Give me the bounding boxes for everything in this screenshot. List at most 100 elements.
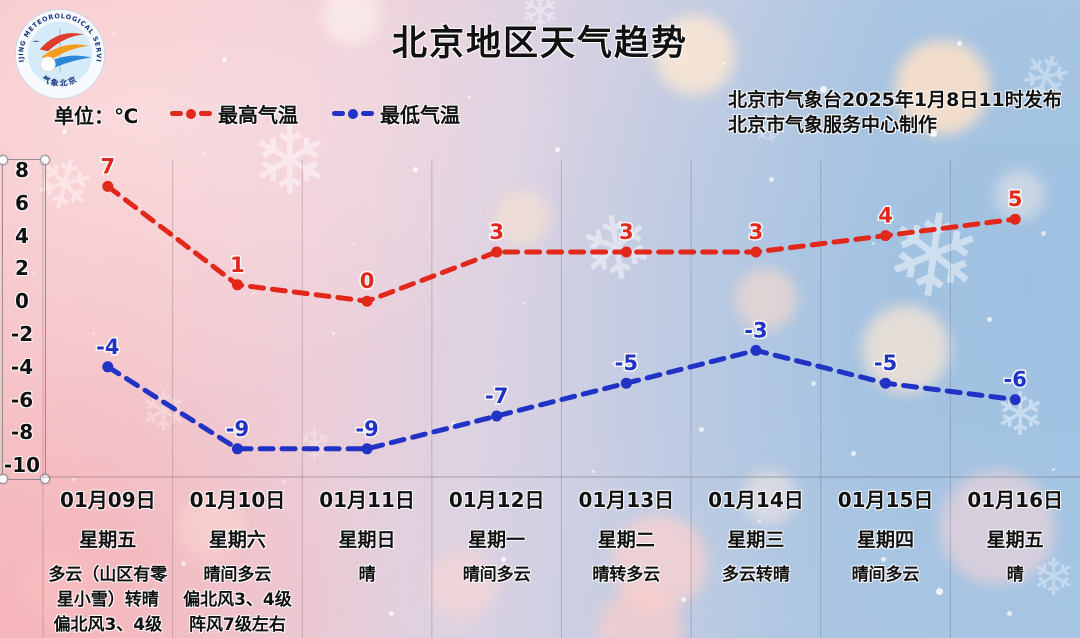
legend-label-max-temp: 最高气温: [218, 103, 298, 127]
weekday-label: 星期五: [79, 529, 137, 551]
date-label: 01月11日: [319, 488, 415, 512]
bokeh-light: [940, 470, 1055, 585]
snowflake-icon: ❄: [876, 183, 991, 331]
legend-label-min-temp: 最低气温: [380, 103, 460, 127]
issued-line: 北京市气象台2025年1月8日11时发布: [728, 89, 1062, 111]
selection-handle[interactable]: [0, 155, 8, 165]
max-temp-point: [102, 180, 114, 192]
day-column: 01月10日 星期六 晴间多云 偏北风3、4级 阵风7级左右: [173, 477, 303, 638]
bokeh-light: [178, 492, 246, 560]
page-title: 北京地区天气趋势: [391, 24, 688, 64]
max-temp-value-label: 1: [230, 253, 245, 277]
selection-handle[interactable]: [40, 155, 50, 165]
bokeh-light: [735, 268, 797, 330]
y-tick-label: -8: [10, 420, 34, 444]
date-label: 01月15日: [837, 488, 934, 512]
snowflake-icon: ❄: [995, 380, 1046, 450]
max-temp-point: [231, 279, 243, 291]
max-temp-line-marker: [170, 108, 212, 119]
y-tick-label: 6: [15, 191, 29, 215]
bokeh-light: [995, 170, 1045, 220]
bokeh-light: [495, 190, 550, 245]
weather-text: 多云（山区有零星小雪）转晴 偏北风3、4级 阵风7、8级: [48, 565, 168, 635]
bokeh-light: [655, 15, 735, 95]
min-temp-value-label: -9: [226, 417, 249, 441]
y-axis-selection-box[interactable]: [0, 155, 50, 484]
max-temp-value-label: 0: [360, 269, 375, 293]
y-tick-label: 0: [15, 289, 29, 313]
max-temp-point: [750, 246, 762, 258]
day-column: 01月11日 星期日 晴: [302, 477, 432, 638]
min-temp-value-label: -4: [96, 335, 119, 359]
unit-label: 单位：℃: [54, 104, 139, 128]
beijing-meteorological-service-logo: BEIJING METEOROLOGICAL SERVICE 气象北京: [14, 8, 106, 100]
bokeh-light: [428, 550, 498, 620]
y-tick-label: 2: [15, 256, 29, 280]
max-temp-point: [491, 246, 503, 258]
weekday-label: 星期六: [208, 529, 266, 551]
max-temp-value-label: 3: [749, 220, 764, 244]
min-temp-point: [102, 361, 114, 373]
y-tick-label: -6: [10, 388, 34, 412]
bokeh-light: [742, 470, 797, 525]
weekday-label: 星期三: [727, 529, 785, 551]
weather-text: 晴: [1006, 565, 1024, 585]
logo-radome: [40, 56, 56, 72]
date-label: 01月14日: [708, 488, 804, 512]
logo-red-swoosh: [39, 33, 84, 52]
weekday-label: 星期四: [857, 529, 915, 551]
min-temp-value-label: -9: [355, 417, 378, 441]
logo-orange-swoosh: [41, 44, 89, 62]
day-column: 01月09日 星期五 多云（山区有零星小雪）转晴 偏北风3、4级 阵风7、8级: [43, 477, 173, 638]
y-tick-label: -4: [10, 355, 34, 379]
snowflake-icon: ❄: [250, 107, 330, 217]
bokeh-light: [18, 548, 93, 623]
weekday-label: 星期日: [338, 529, 396, 551]
weather-text: 多云转晴: [721, 565, 790, 585]
min-temp-point: [491, 410, 503, 422]
max-temp-line: [105, 183, 1018, 304]
y-tick-label: -2: [10, 322, 34, 346]
legend-item-max-temp: 最高气温: [170, 99, 298, 128]
date-label: 01月12日: [448, 488, 545, 512]
date-label: 01月09日: [59, 488, 156, 512]
bokeh-light: [895, 40, 990, 135]
min-temp-point: [231, 443, 243, 455]
weekday-label: 星期一: [468, 529, 526, 551]
min-temp-value-label: -5: [615, 351, 638, 375]
produced-line: 北京市气象服务中心制作: [728, 114, 938, 136]
selection-handle[interactable]: [0, 474, 8, 484]
weather-text: 晴转多云: [592, 565, 661, 585]
snowflake-icon: ❄: [296, 420, 333, 471]
weather-text: 晴间多云: [462, 565, 531, 585]
selection-handle[interactable]: [40, 474, 50, 484]
min-temp-point: [620, 377, 632, 389]
weather-text: 晴间多云: [851, 565, 920, 585]
y-tick-label: 4: [15, 224, 29, 248]
date-label: 01月16日: [967, 488, 1064, 512]
legend: 最高气温 最低气温: [170, 99, 460, 128]
min-temp-line-marker: [332, 108, 374, 119]
snowflake-icon: ❄: [520, 0, 561, 40]
min-temp-point: [750, 344, 762, 356]
date-label: 01月13日: [578, 488, 675, 512]
day-column: 01月15日 星期四 晴间多云: [821, 477, 951, 638]
snowflake-icon: ❄: [140, 380, 187, 445]
day-column: 01月13日 星期二 晴转多云: [562, 477, 692, 638]
max-temp-point: [361, 295, 373, 307]
y-axis: 8 6 4 2 0 -2 -4 -6 -8 -10: [0, 0, 50, 638]
weekday-label: 星期二: [597, 529, 655, 551]
y-tick-label: 8: [15, 158, 29, 182]
legend-item-min-temp: 最低气温: [332, 99, 460, 128]
min-temp-point: [361, 443, 373, 455]
snowflake-icon: ❄: [571, 191, 663, 306]
max-temp-value-label: 7: [101, 154, 116, 178]
logo-bird: [32, 40, 40, 43]
date-label: 01月10日: [189, 488, 286, 512]
issuer-info: 北京市气象台2025年1月8日11时发布 北京市气象服务中心制作: [728, 88, 1062, 138]
weekday-label: 星期五: [986, 529, 1044, 551]
day-column: 01月14日 星期三 多云转晴: [691, 477, 821, 638]
min-temp-value-label: -7: [485, 384, 508, 408]
weather-text: 晴: [358, 565, 376, 585]
